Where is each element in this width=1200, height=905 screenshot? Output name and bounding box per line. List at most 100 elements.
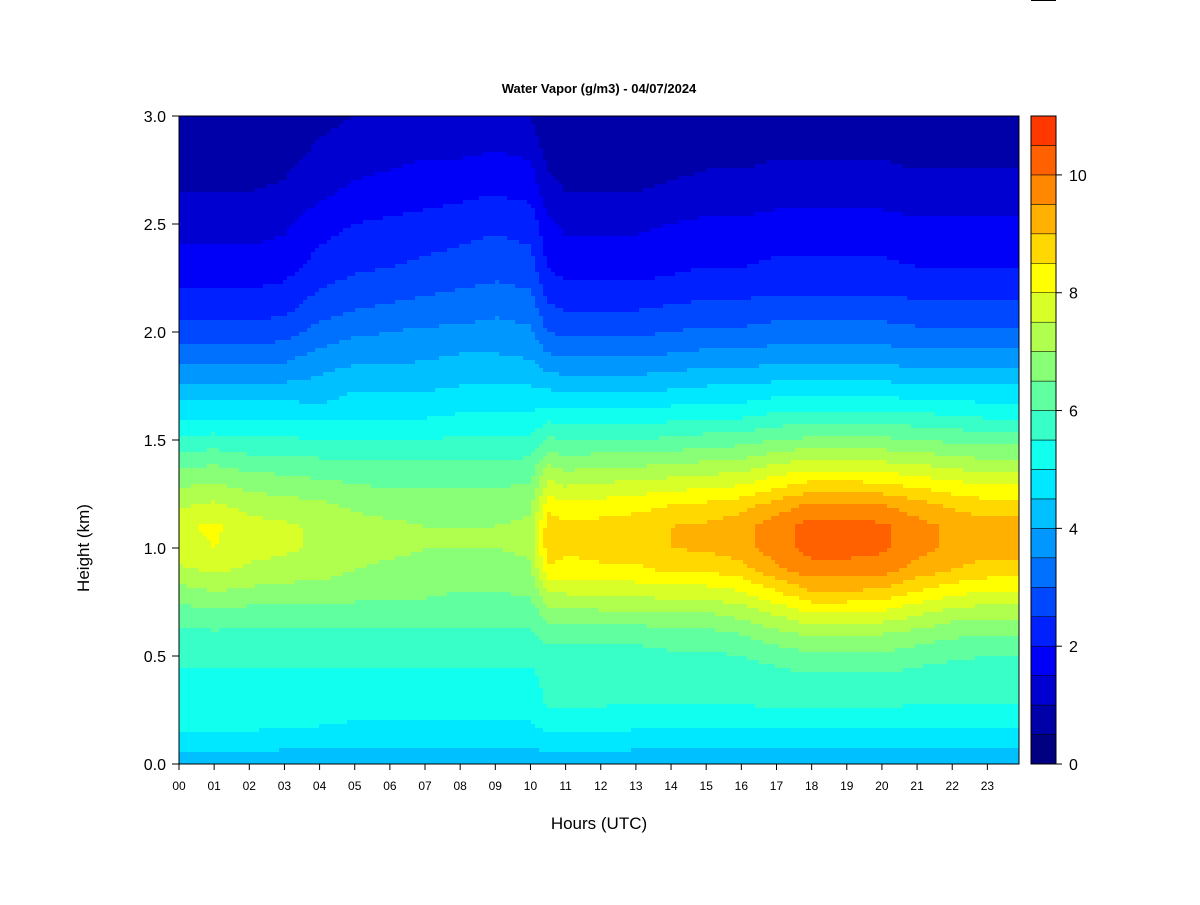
heatmap-cell [511,596,516,629]
heatmap-cell [499,116,504,153]
heatmap-cell [231,752,236,764]
heatmap-cell [351,312,356,337]
heatmap-cell [587,424,592,441]
heatmap-cell [507,200,512,241]
heatmap-cell [887,608,892,621]
heatmap-cell [287,524,292,553]
heatmap-cell [471,720,476,749]
heatmap-cell [543,408,548,425]
heatmap-cell [975,748,980,764]
heatmap-cell [975,216,980,269]
heatmap-cell [599,564,604,581]
heatmap-cell [911,412,916,429]
heatmap-cell [935,328,940,349]
heatmap-cell [487,528,492,549]
heatmap-cell [915,300,920,329]
heatmap-cell [679,652,684,705]
heatmap-cell [503,592,508,629]
heatmap-cell [771,116,776,161]
heatmap-cell [563,624,568,645]
heatmap-cell [839,436,844,449]
heatmap-cell [407,600,412,629]
heatmap-cell [375,364,380,393]
heatmap-cell [707,368,712,385]
heatmap-cell [751,640,756,661]
heatmap-cell [399,332,404,365]
heatmap-cell [755,480,760,493]
heatmap-cell [219,420,224,437]
heatmap-cell [763,428,768,441]
heatmap-cell [671,728,676,749]
heatmap-cell [879,344,884,365]
heatmap-cell [883,632,888,653]
heatmap-cell [631,116,636,193]
heatmap-cell [807,320,812,345]
heatmap-cell [299,404,304,421]
heatmap-cell [583,236,588,281]
heatmap-cell [427,116,432,161]
heatmap-cell [947,728,952,749]
heatmap-cell [243,344,248,365]
heatmap-cell [287,276,292,313]
heatmap-cell [627,580,632,597]
heatmap-cell [703,628,708,653]
heatmap-cell [975,728,980,749]
heatmap-cell [735,300,740,329]
heatmap-cell [867,116,872,161]
heatmap-cell [435,440,440,461]
heatmap-cell [851,448,856,461]
heatmap-cell [823,296,828,321]
heatmap-cell [343,628,348,669]
heatmap-cell [639,704,644,729]
heatmap-cell [775,428,780,441]
heatmap-cell [515,436,520,461]
heatmap-cell [247,752,252,764]
heatmap-cell [687,704,692,729]
heatmap-cell [359,748,364,764]
heatmap-cell [307,500,312,581]
heatmap-cell [931,728,936,749]
heatmap-cell [243,320,248,345]
heatmap-cell [343,440,348,461]
heatmap-cell [283,180,288,237]
heatmap-cell [799,296,804,321]
heatmap-cell [747,384,752,401]
heatmap-cell [567,580,572,597]
heatmap-cell [759,572,764,585]
heatmap-cell [703,404,708,421]
heatmap-cell [939,416,944,429]
heatmap-cell [727,500,732,517]
heatmap-cell [939,116,944,169]
heatmap-cell [395,116,400,169]
heatmap-cell [671,404,676,421]
heatmap-cell [695,728,700,749]
heatmap-cell [979,348,984,369]
heatmap-cell [875,448,880,461]
heatmap-cell [267,604,272,629]
heatmap-cell [799,208,804,257]
heatmap-cell [387,748,392,764]
heatmap-cell [879,588,884,601]
heatmap-cell [655,308,660,333]
heatmap-cell [879,524,884,553]
heatmap-cell [259,456,264,473]
heatmap-cell [463,200,468,245]
heatmap-cell [391,116,396,169]
heatmap-cell [795,424,800,441]
heatmap-cell [963,348,968,369]
heatmap-cell [623,452,628,469]
heatmap-cell [771,500,776,517]
heatmap-cell [271,116,276,185]
heatmap-cell [851,556,856,577]
heatmap-cell [951,416,956,429]
heatmap-cell [835,472,840,481]
heatmap-cell [315,348,320,377]
heatmap-cell [755,384,760,401]
heatmap-cell [375,172,380,221]
heatmap-cell [679,524,684,549]
heatmap-cell [831,708,836,729]
heatmap-cell [763,416,768,429]
heatmap-cell [407,668,412,721]
heatmap-cell [639,624,644,645]
heatmap-cell [839,624,844,637]
